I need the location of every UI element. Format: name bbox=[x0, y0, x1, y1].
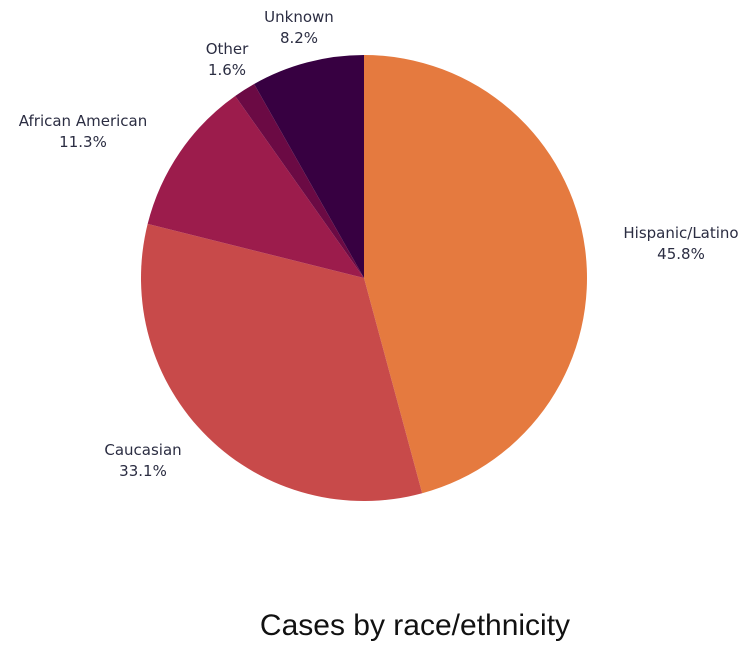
pie-slice-unknown bbox=[254, 55, 364, 278]
pie-slice-hispanic-latino bbox=[364, 55, 588, 494]
slice-label-percent: 45.8% bbox=[657, 245, 705, 263]
slice-label-name: Other bbox=[206, 40, 249, 58]
slice-label-name: African American bbox=[19, 112, 147, 130]
pie-slices bbox=[140, 55, 588, 502]
chart-title: Cases by race/ethnicity bbox=[259, 609, 571, 642]
slice-label-percent: 8.2% bbox=[280, 29, 318, 47]
pie-labels: Hispanic/Latino 45.8% Caucasian 33.1% Africa… bbox=[19, 8, 739, 480]
slice-label-percent: 33.1% bbox=[119, 462, 167, 480]
pie-slice-caucasian bbox=[140, 223, 423, 502]
slice-label-percent: 1.6% bbox=[208, 61, 246, 79]
slice-label-percent: 11.3% bbox=[59, 133, 107, 151]
pie-slice-african-american bbox=[147, 95, 364, 279]
slice-label-name: Unknown bbox=[264, 8, 334, 26]
slice-label-name: Caucasian bbox=[104, 441, 181, 459]
slice-label-name: Hispanic/Latino bbox=[623, 224, 738, 242]
pie-slice-other bbox=[235, 83, 364, 278]
